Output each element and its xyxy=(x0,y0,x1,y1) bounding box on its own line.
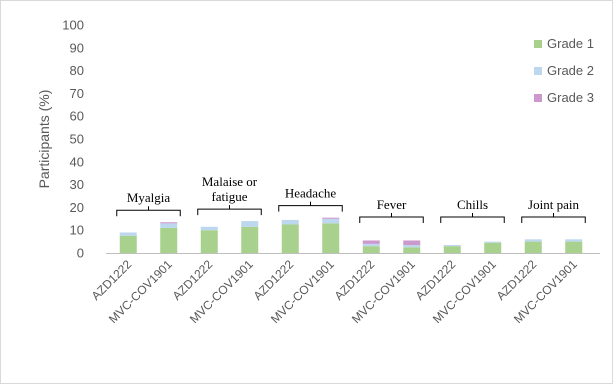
bar-segment-grade-1 xyxy=(322,223,340,253)
bar-segment-grade-1 xyxy=(403,247,421,253)
bars xyxy=(119,217,583,253)
group-label: Fever xyxy=(377,197,407,212)
y-tick-label: 10 xyxy=(70,223,84,238)
y-tick-label: 70 xyxy=(70,86,84,101)
y-tick-label: 40 xyxy=(70,154,84,169)
bar-segment-grade-2 xyxy=(362,243,380,247)
legend-label: Grade 3 xyxy=(547,90,594,105)
bar-segment-grade-1 xyxy=(160,227,178,253)
bar-segment-grade-1 xyxy=(281,224,299,253)
legend-label: Grade 1 xyxy=(547,36,594,51)
bar-segment-grade-2 xyxy=(403,245,421,248)
bar-segment-grade-3 xyxy=(362,240,380,244)
bar-segment-grade-1 xyxy=(200,230,218,253)
bar-segment-grade-1 xyxy=(362,246,380,253)
group-label: fatigue xyxy=(211,189,247,204)
y-tick-label: 80 xyxy=(70,63,84,78)
bar-segment-grade-1 xyxy=(241,226,259,253)
bar-segment-grade-2 xyxy=(119,232,137,236)
group-label: Malaise or xyxy=(202,174,258,189)
group-bracket xyxy=(521,213,586,223)
y-tick-label: 90 xyxy=(70,40,84,55)
bar-segment-grade-2 xyxy=(484,241,502,243)
bar-segment-grade-3 xyxy=(160,222,178,224)
bar-segment-grade-2 xyxy=(241,221,259,227)
y-tick-label: 30 xyxy=(70,177,84,192)
bar-segment-grade-3 xyxy=(322,217,340,219)
bar-segment-grade-2 xyxy=(160,223,178,228)
legend-swatch xyxy=(534,40,542,48)
bar-segment-grade-2 xyxy=(281,219,299,225)
bar-segment-grade-1 xyxy=(119,235,137,253)
legend: Grade 1 Grade 2 Grade 3 xyxy=(534,36,594,105)
bar-segment-grade-2 xyxy=(524,239,542,242)
y-axis-title: Participants (%) xyxy=(36,90,52,189)
legend-swatch xyxy=(534,67,542,75)
bar-segment-grade-3 xyxy=(403,240,421,246)
group-label: Headache xyxy=(285,186,336,201)
y-tick-label: 60 xyxy=(70,109,84,124)
legend-label: Grade 2 xyxy=(547,63,594,78)
bar-segment-grade-1 xyxy=(565,241,583,253)
bar-segment-grade-1 xyxy=(484,242,502,253)
legend-swatch xyxy=(534,94,542,102)
y-tick-label: 20 xyxy=(70,200,84,215)
bar-segment-grade-2 xyxy=(443,245,461,247)
y-tick-label: 50 xyxy=(70,132,84,147)
bar-segment-grade-1 xyxy=(524,241,542,253)
group-bracket xyxy=(197,205,262,216)
bar-segment-grade-2 xyxy=(565,239,583,242)
y-axis: 0 10 20 30 40 50 60 70 80 90 100 xyxy=(62,18,84,261)
group-label: Myalgia xyxy=(127,190,171,205)
bar-segment-grade-2 xyxy=(200,226,218,231)
group-bracket xyxy=(278,201,343,212)
group-label: Joint pain xyxy=(528,197,579,212)
y-tick-label: 0 xyxy=(77,246,84,261)
bar-segment-grade-2 xyxy=(322,218,340,224)
group-bracket xyxy=(359,213,424,223)
y-tick-label: 100 xyxy=(62,18,84,33)
group-bracket xyxy=(116,206,181,217)
bar-segment-grade-1 xyxy=(443,246,461,253)
group-label: Chills xyxy=(457,197,488,212)
group-bracket xyxy=(440,213,505,223)
